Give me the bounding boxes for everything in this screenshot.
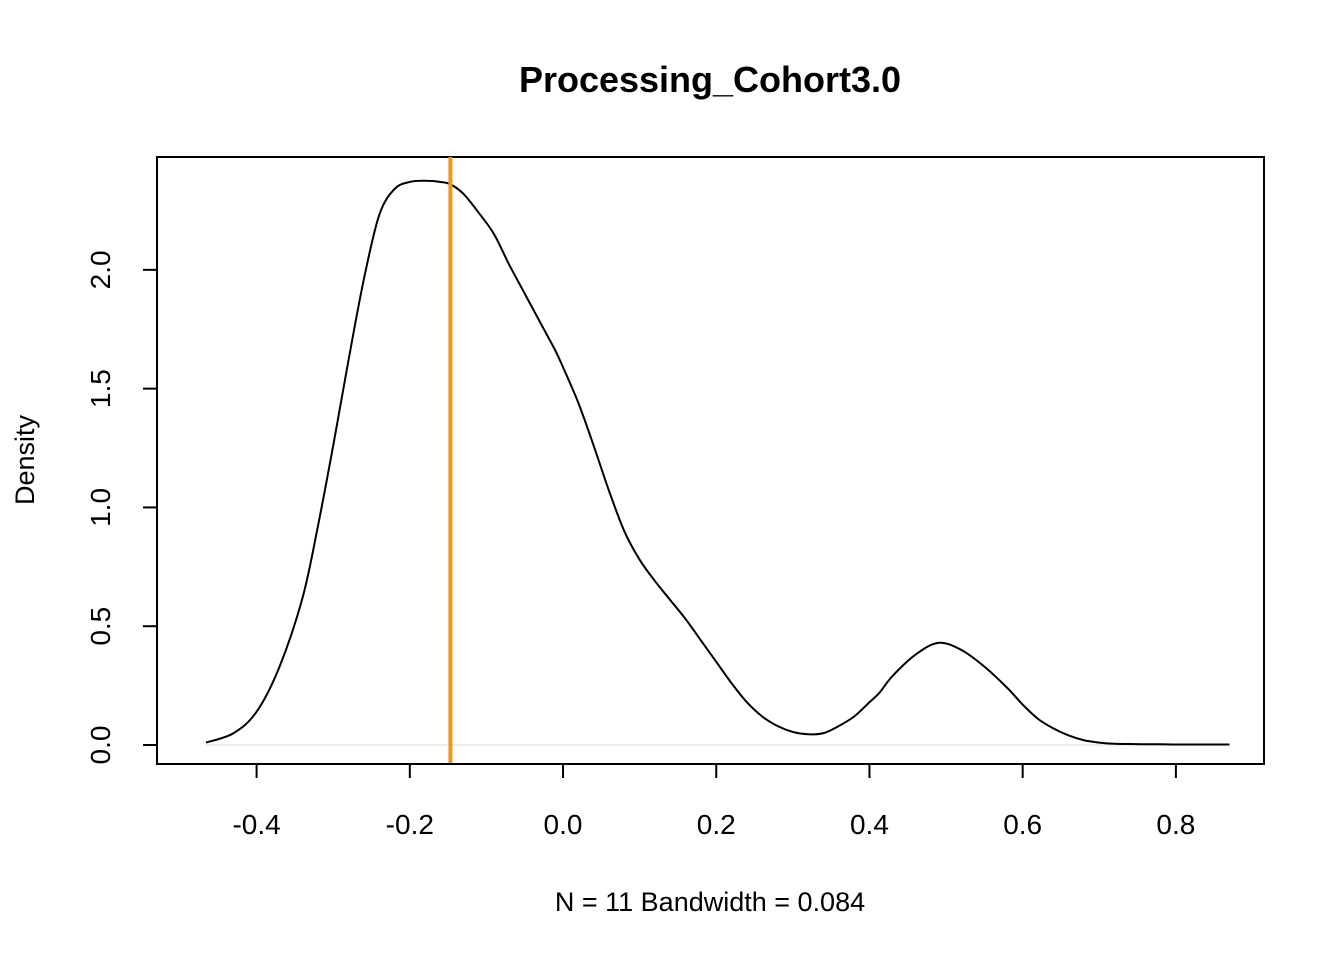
y-tick-label: 0.5	[85, 607, 116, 646]
y-tick-label: 2.0	[85, 250, 116, 289]
density-curve	[205, 179, 1230, 746]
y-tick-label: 0.0	[85, 726, 116, 765]
x-tick-label: 0.8	[1156, 809, 1195, 840]
y-axis: 0.0 0.5 1.0 1.5 2.0	[85, 250, 158, 765]
x-tick-label: 0.0	[544, 809, 583, 840]
chart-title: Processing_Cohort3.0	[519, 59, 901, 100]
y-tick-label: 1.5	[85, 369, 116, 408]
y-tick-label: 1.0	[85, 488, 116, 527]
plot-frame	[156, 156, 1265, 765]
x-tick-label: -0.2	[386, 809, 434, 840]
x-axis-label: N = 11 Bandwidth = 0.084	[555, 887, 865, 917]
y-axis-label: Density	[10, 414, 40, 505]
x-axis: -0.4 -0.2 0.0 0.2 0.4 0.6 0.8	[232, 763, 1195, 840]
x-tick-label: -0.4	[232, 809, 280, 840]
x-tick-label: 0.4	[850, 809, 889, 840]
x-tick-label: 0.2	[697, 809, 736, 840]
x-tick-label: 0.6	[1003, 809, 1042, 840]
